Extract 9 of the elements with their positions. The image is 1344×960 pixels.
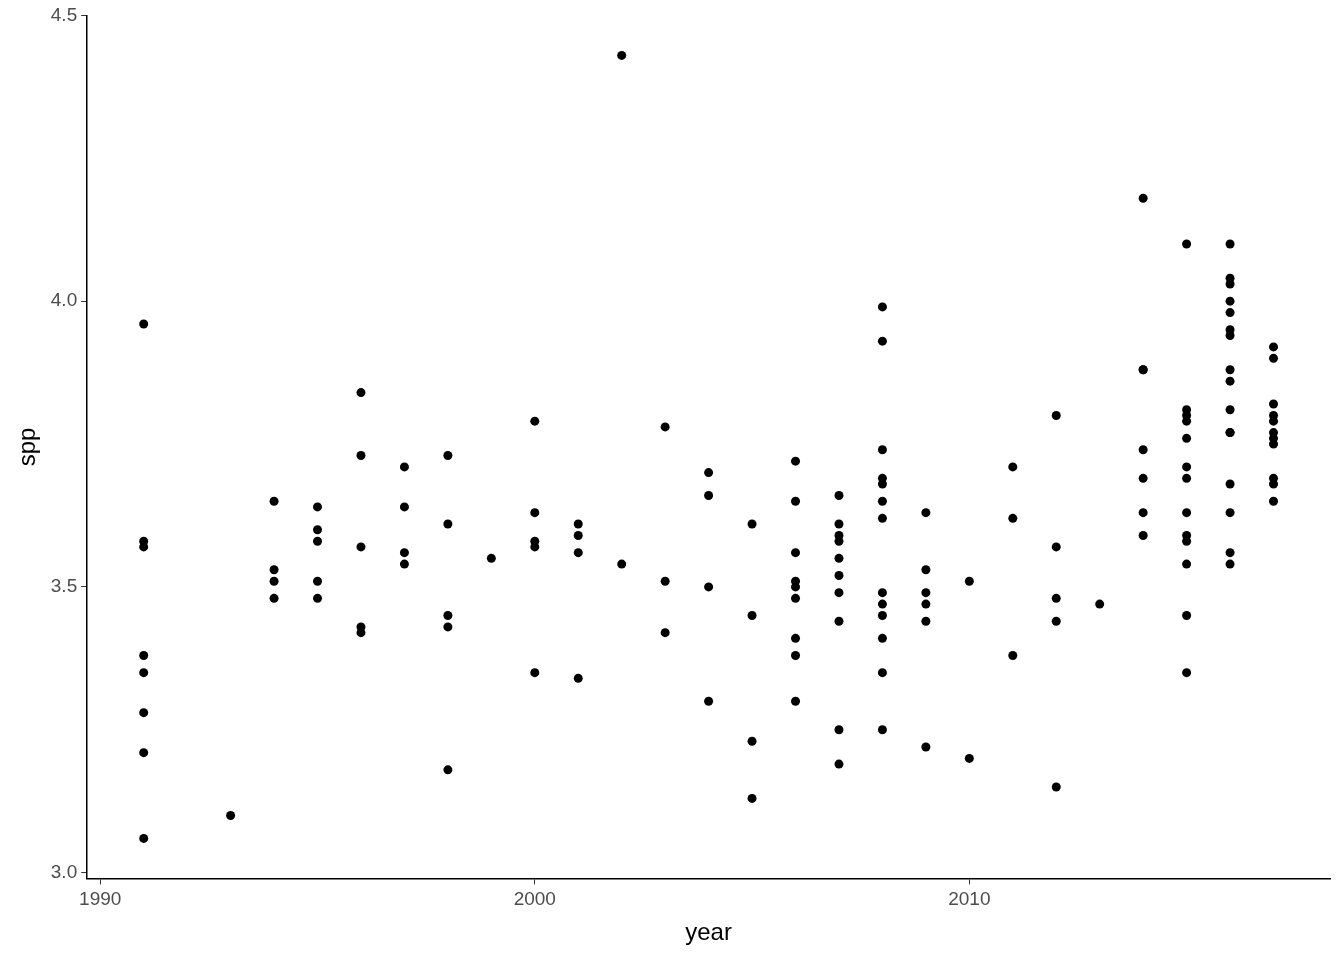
x-tick-label: 2000: [513, 888, 556, 910]
x-tick-label: 1990: [79, 888, 122, 910]
y-tick-label: 3.0: [50, 860, 78, 882]
x-axis-title: year: [685, 918, 732, 946]
y-tick-label: 4.5: [50, 3, 78, 25]
x-tick-label: 2010: [948, 888, 991, 910]
y-tick-label: 4.0: [50, 289, 78, 311]
y-axis-title: spp: [13, 427, 41, 467]
y-tick-label: 3.5: [50, 575, 78, 597]
